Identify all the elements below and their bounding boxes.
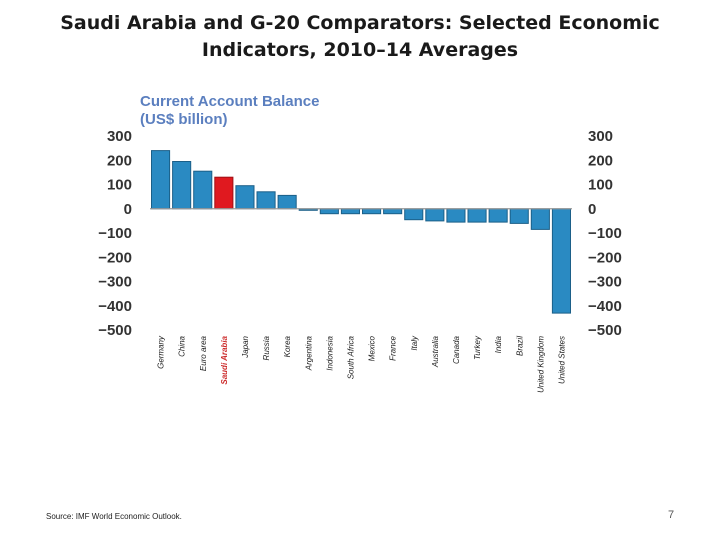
category-label: Indonesia [325,335,334,370]
bar-germany [151,150,171,210]
category-label: South Africa [346,335,355,379]
y-tick-label-right: 0 [588,201,596,218]
category-label: China [178,335,187,356]
bar-russia [256,191,276,210]
chart-title: Current Account Balance (US$ billion) [140,93,319,129]
bar-turkey [467,208,487,223]
category-label: Germany [157,335,166,369]
bar-japan [235,185,255,210]
slide-title-line-2: Indicators, 2010–14 Averages [201,39,519,61]
category-label: Mexico [368,335,377,361]
slide-title-line-1: Saudi Arabia and G-20 Comparators: Selec… [60,12,660,34]
category-label: Russia [262,335,271,360]
category-label: Euro area [199,335,208,371]
bar-united-kingdom [530,208,550,230]
bar-france [383,208,403,215]
bar-italy [404,208,424,221]
category-label: Korea [283,335,292,357]
bar-united-states [551,208,572,314]
y-tick-label-left: 200 [107,152,132,169]
category-label: Argentina [304,335,313,371]
y-tick-label-right: 100 [588,177,613,194]
y-tick-label-left: 0 [124,201,132,218]
y-tick-label-left: −100 [98,225,132,242]
y-tick-label-left: −400 [98,298,132,315]
chart-title-line-1: Current Account Balance [140,93,320,110]
bar-brazil [509,208,529,224]
source-note: Source: IMF World Economic Outlook. [46,512,182,521]
category-label: India [494,335,503,353]
bar-canada [446,208,466,223]
category-label: Japan [241,335,250,358]
bar-saudi-arabia [214,176,234,210]
slide-title: Saudi Arabia and G-20 Comparators: Selec… [40,10,680,64]
y-tick-label-left: −300 [98,274,132,291]
category-label: Italy [410,335,419,351]
category-label: United Kingdom [536,336,545,393]
category-label: Turkey [473,335,482,360]
y-tick-label-left: 100 [107,177,132,194]
category-label: Canada [452,335,461,364]
bar-euro-area [193,170,213,210]
page-number: 7 [668,509,675,521]
bar-india [488,208,508,223]
category-label: Saudi Arabia [220,335,229,384]
category-label: Australia [431,335,440,368]
bar-indonesia [319,208,339,215]
y-tick-label-right: 300 [588,128,613,145]
bar-korea [277,194,297,210]
bar-south-africa [340,208,360,215]
bar-china [172,161,192,210]
y-tick-label-left: −200 [98,249,132,266]
bar-australia [425,208,445,222]
category-label: United States [557,336,566,384]
y-tick-label-right: −300 [588,274,622,291]
chart-title-line-2: (US$ billion) [140,111,228,128]
y-tick-label-right: −500 [588,322,622,339]
category-label: Brazil [515,336,524,356]
y-tick-label-left: −500 [98,322,132,339]
bar-mexico [362,208,382,215]
y-tick-label-right: −400 [588,298,622,315]
y-tick-label-right: −200 [588,249,622,266]
y-tick-label-right: −100 [588,225,622,242]
y-tick-label-right: 200 [588,152,613,169]
y-tick-label-left: 300 [107,128,132,145]
category-label: France [389,335,398,360]
